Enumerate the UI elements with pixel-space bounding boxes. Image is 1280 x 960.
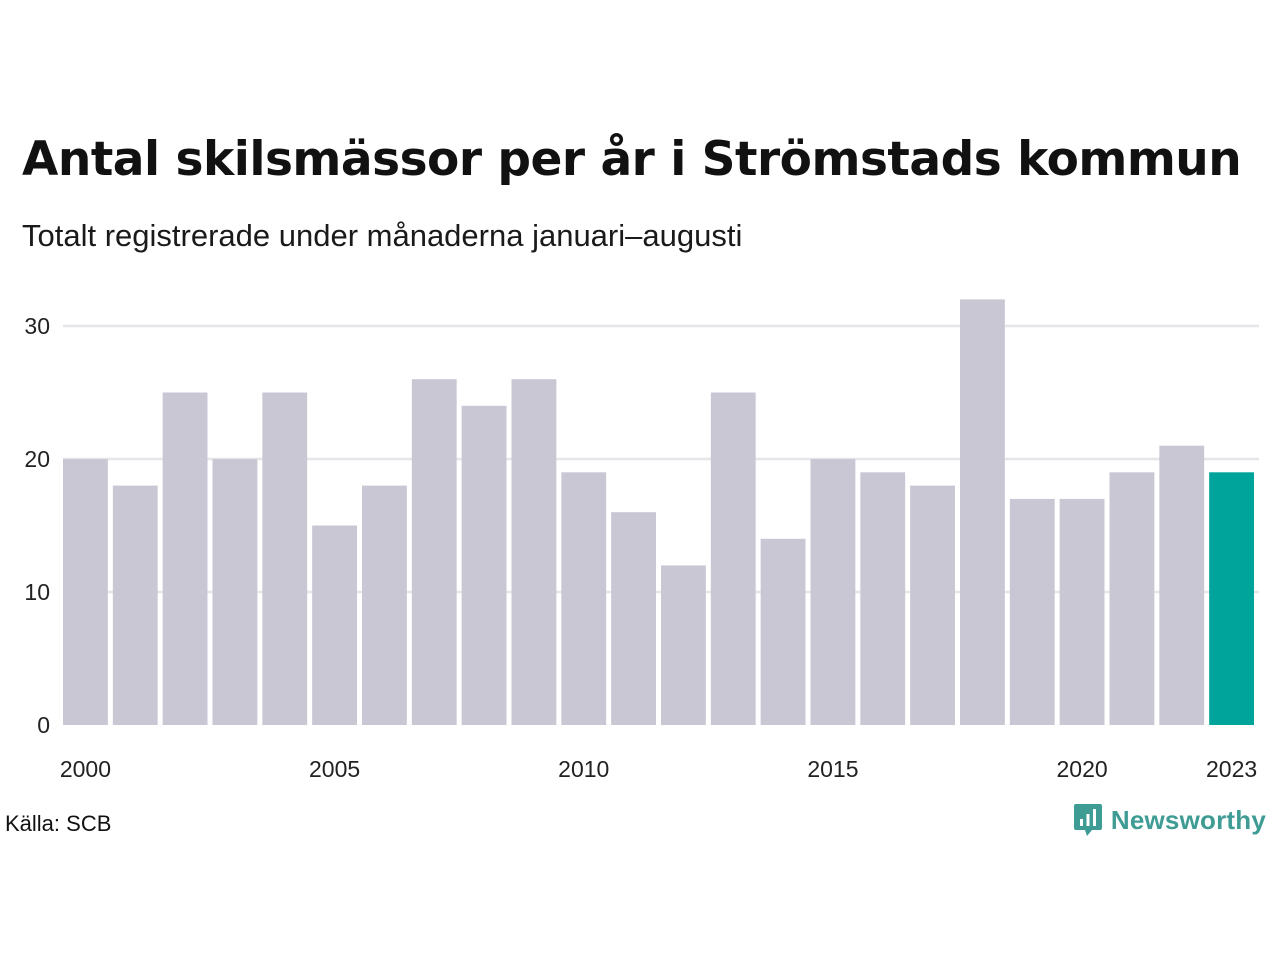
bar-2004	[262, 392, 308, 725]
y-tick-label: 10	[24, 579, 50, 605]
y-tick-label: 0	[37, 712, 50, 738]
bar-2000	[63, 459, 108, 725]
bar-chart: 0 10 20 30 2000 2005 2010 2015 2020 2023	[24, 299, 1259, 782]
bar-2021	[1109, 472, 1155, 725]
bar-2014	[760, 538, 806, 725]
y-axis-tick-labels: 0 10 20 30	[24, 313, 50, 738]
brand-name: Newsworthy	[1110, 804, 1266, 835]
bar-2018	[960, 299, 1005, 725]
brand-logo: Newsworthy	[1073, 803, 1266, 837]
bar-2010	[561, 472, 607, 725]
bar-2016	[860, 472, 906, 725]
bars	[63, 299, 1254, 725]
x-tick-label: 2010	[558, 756, 609, 782]
bar-2006	[362, 485, 407, 725]
chart-subtitle: Totalt registrerade under månaderna janu…	[22, 218, 743, 253]
source-note: Källa: SCB	[5, 811, 112, 836]
bar-2015	[810, 459, 856, 725]
x-tick-label: 2020	[1056, 756, 1107, 782]
x-tick-label: 2005	[309, 756, 360, 782]
bar-2007	[411, 379, 457, 725]
x-tick-label: 2000	[60, 756, 111, 782]
x-tick-label: 2023	[1206, 756, 1257, 782]
bar-2003	[212, 459, 258, 725]
bar-2005	[312, 525, 357, 725]
y-tick-label: 20	[24, 446, 50, 472]
newsworthy-logo-icon	[1073, 804, 1102, 836]
bar-2023	[1209, 472, 1254, 725]
bar-2022	[1159, 445, 1205, 725]
y-tick-label: 30	[24, 313, 50, 339]
bar-2001	[112, 485, 158, 725]
bar-2009	[511, 379, 557, 725]
bar-2012	[661, 565, 706, 725]
x-axis-tick-labels: 2000 2005 2010 2015 2020 2023	[60, 756, 1257, 782]
bar-2013	[710, 392, 756, 725]
bar-2002	[162, 392, 208, 725]
bar-2019	[1009, 498, 1055, 725]
bar-2017	[910, 485, 955, 725]
bar-2011	[611, 512, 656, 725]
bar-2008	[461, 405, 507, 725]
bar-2020	[1059, 498, 1105, 725]
chart-title: Antal skilsmässor per år i Strömstads ko…	[22, 132, 1242, 187]
x-tick-label: 2015	[807, 756, 858, 782]
